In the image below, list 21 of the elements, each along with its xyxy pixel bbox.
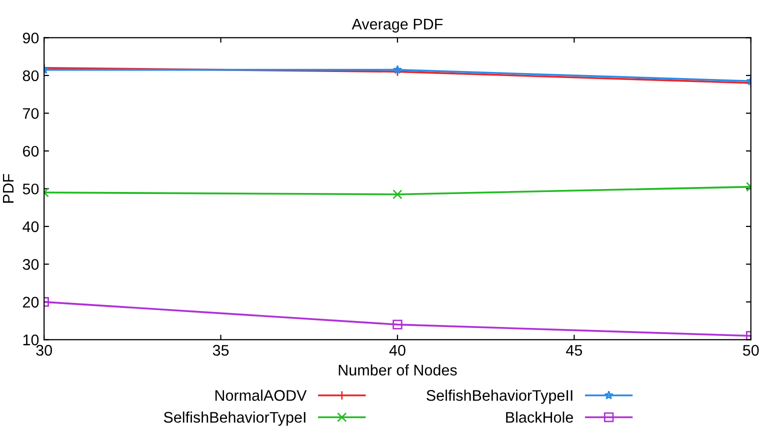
y-tick-label: 50 [22,184,39,194]
y-tick-label: 40 [22,221,39,232]
x-tick-label: 45 [566,345,582,356]
y-tick-label: 60 [23,146,39,157]
y-tick-label: 70 [23,108,39,119]
y-tick-label: 80 [22,70,39,82]
legend-label: SelfishBehaviorTypeI [164,412,306,426]
x-axis-title: Number of Nodes [338,364,457,376]
x-tick-label: 35 [212,344,229,356]
x-tick-label: 40 [389,344,406,356]
legend-label: NormalAODV [215,390,307,401]
legend-label: SelfishBehaviorTypeII [426,390,572,404]
y-tick-label: 10 [23,334,39,346]
legend-label: BlackHole [506,412,573,423]
y-tick-label: 30 [22,259,39,270]
y-tick-label: 90 [22,32,39,44]
chart-title: Average PDF [352,18,443,33]
x-tick-label: 50 [742,344,759,356]
y-tick-label: 20 [22,296,39,308]
y-axis-title: PDF [2,174,14,203]
x-tick-label: 30 [36,344,52,356]
